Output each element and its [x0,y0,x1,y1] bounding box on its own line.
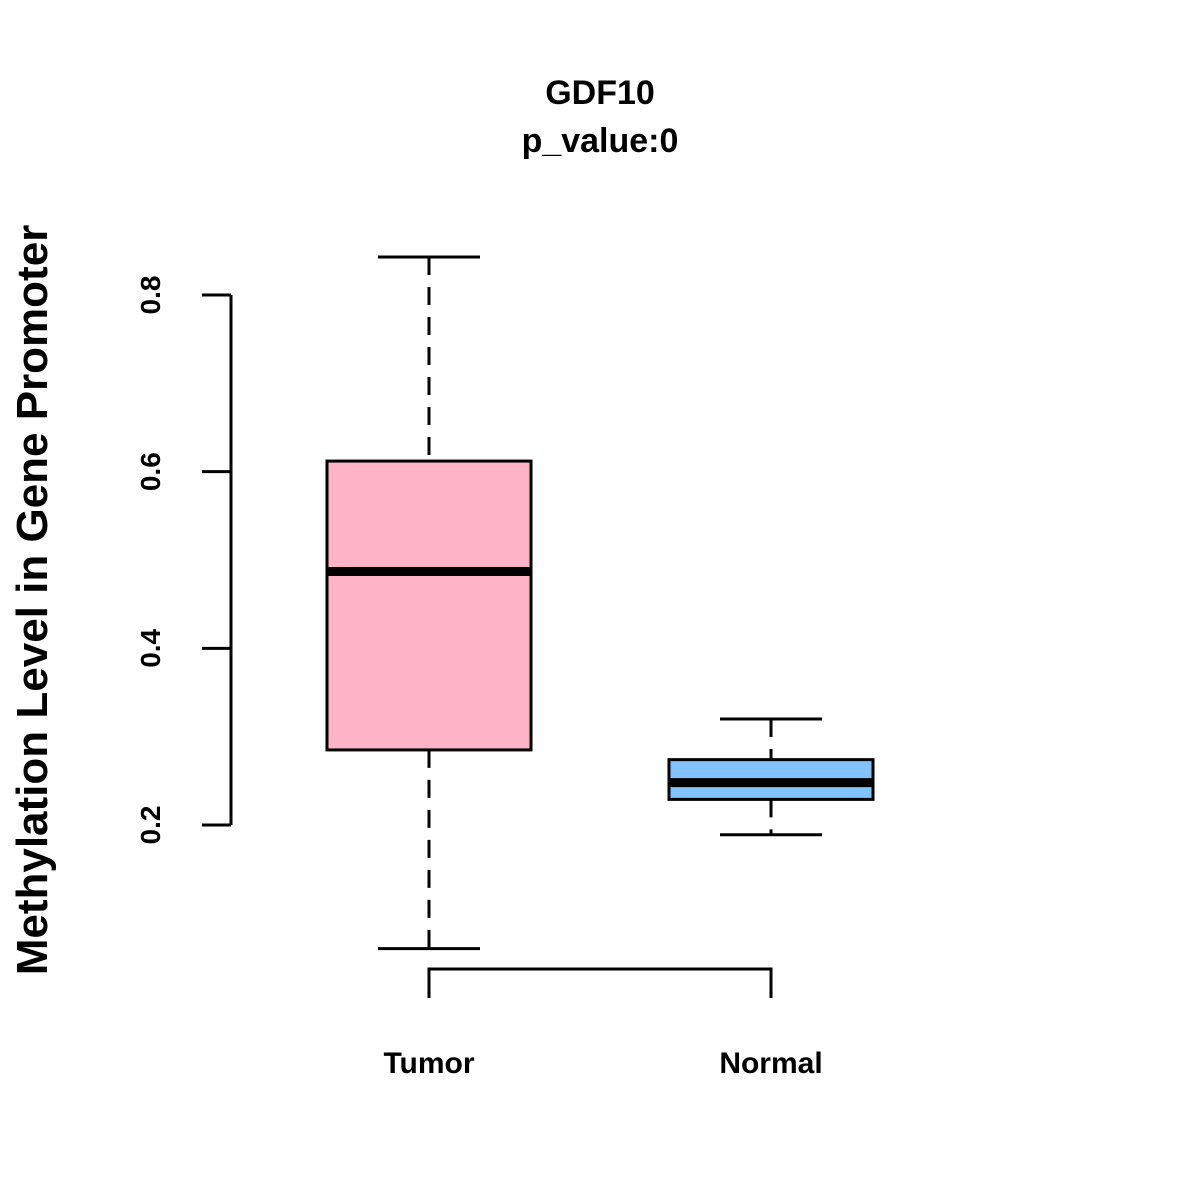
y-axis-label: Methylation Level in Gene Promoter [8,225,57,976]
chart-subtitle: p_value:0 [522,122,679,160]
y-axis: 0.2 0.4 0.6 0.8 [135,276,233,845]
box-tumor [325,255,533,951]
chart-title: GDF10 [545,74,655,112]
box-normal [667,717,875,837]
category-label-tumor: Tumor [383,1047,474,1080]
y-tick-label: 0.8 [135,276,166,315]
bracket-line [427,967,773,998]
category-labels: Tumor Normal [383,1047,822,1080]
boxes-layer [325,255,875,951]
category-label-normal: Normal [719,1047,822,1080]
y-tick-label: 0.2 [135,806,166,845]
y-tick-label: 0.4 [135,628,166,667]
comparison-bracket [427,967,773,998]
iqr-box [325,459,533,752]
y-tick-label: 0.6 [135,452,166,491]
